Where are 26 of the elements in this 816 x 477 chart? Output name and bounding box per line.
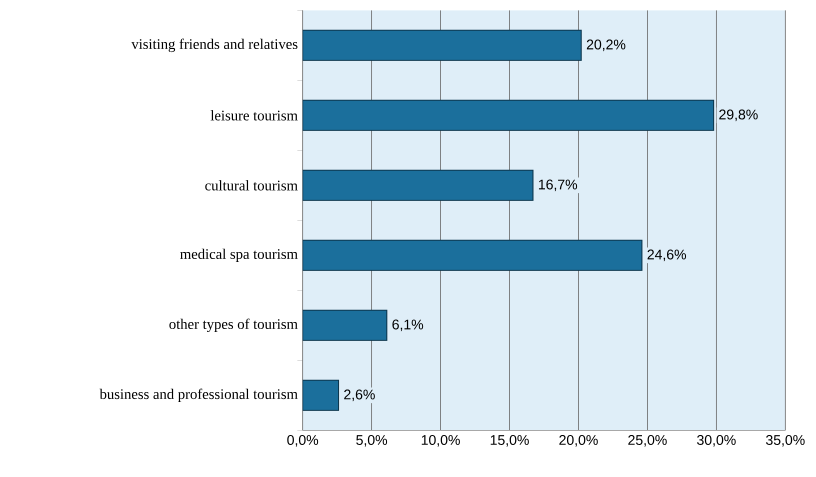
x-tick-label: 0,0% xyxy=(287,435,318,447)
bar xyxy=(302,380,340,411)
bar xyxy=(302,240,642,271)
data-label: 20,2% xyxy=(586,40,626,52)
x-tick-label: 10,0% xyxy=(422,435,460,447)
x-tick-label: 35,0% xyxy=(766,435,805,447)
y-tick-label: medical spa tourism xyxy=(180,248,298,262)
y-tick-label: leisure tourism xyxy=(210,110,298,120)
data-label: 2,6% xyxy=(344,390,375,402)
data-label: 29,8% xyxy=(719,110,758,122)
x-tick-label: 15,0% xyxy=(490,435,529,447)
y-tick-label: business and professional tourism xyxy=(100,388,298,402)
bar xyxy=(302,30,582,61)
x-tick-label: 5,0% xyxy=(356,435,388,447)
x-tick-label: 20,0% xyxy=(559,435,598,447)
x-tick-label: 30,0% xyxy=(697,435,736,447)
x-tick-label: 25,0% xyxy=(628,435,667,447)
data-label: 16,7% xyxy=(538,180,578,192)
bar xyxy=(302,100,714,131)
y-tick-label: other types of tourism xyxy=(169,318,298,332)
bar xyxy=(302,310,388,341)
y-tick-label: visiting friends and relatives xyxy=(131,38,298,52)
data-label: 6,1% xyxy=(392,320,424,332)
data-label: 24,6% xyxy=(648,250,686,262)
bar xyxy=(302,170,534,201)
y-tick-label: cultural tourism xyxy=(205,180,298,190)
